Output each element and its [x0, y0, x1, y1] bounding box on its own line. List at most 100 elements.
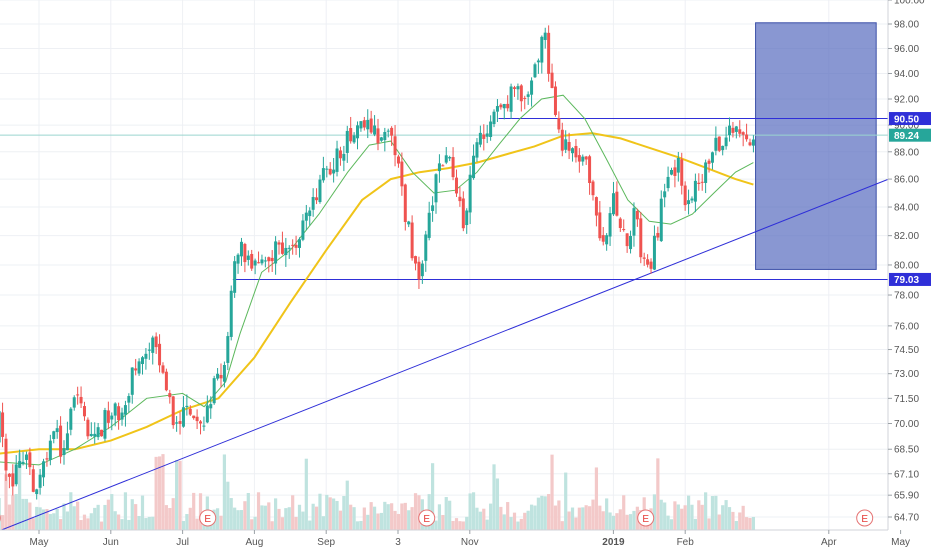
candle-body [499, 105, 502, 108]
volume-bar [434, 521, 437, 530]
volume-bar [492, 464, 495, 530]
volume-bar [745, 517, 748, 530]
price-tick-label: 80.00 [894, 260, 919, 271]
candle-body [4, 439, 7, 471]
volume-bar [397, 514, 400, 530]
volume-bar [219, 516, 222, 530]
candle-body [264, 260, 267, 261]
volume-bar [254, 517, 257, 530]
volume-bar [503, 514, 506, 530]
candle-body [144, 354, 147, 359]
candle-body [452, 157, 455, 177]
candle-body [643, 257, 646, 258]
candle-body [206, 405, 209, 422]
volume-bar [486, 520, 489, 530]
volume-bar [632, 511, 635, 530]
candle-body [568, 142, 571, 151]
volume-bar [704, 492, 707, 530]
candle-body [158, 344, 161, 365]
volume-bar [414, 493, 417, 530]
candle-body [257, 262, 260, 263]
candle-body [530, 80, 533, 94]
volume-bar [411, 507, 414, 530]
volume-bar [226, 482, 229, 530]
volume-bar [4, 474, 7, 530]
volume-bar [199, 493, 202, 530]
volume-bar [264, 506, 267, 530]
volume-bar [390, 503, 393, 530]
candle-body [100, 430, 103, 436]
candle-body [496, 106, 499, 112]
moving-average-fast [0, 95, 753, 465]
earnings-label: E [423, 514, 430, 525]
candle-body [438, 163, 441, 171]
time-tick-label: 2019 [602, 537, 625, 548]
volume-bar [56, 509, 59, 530]
price-tick-label: 68.50 [894, 445, 919, 456]
price-tick-label: 73.00 [894, 369, 919, 380]
candle-body [274, 241, 277, 263]
candle-body [284, 248, 287, 255]
volume-bar [725, 500, 728, 530]
candle-body [493, 112, 496, 124]
price-tick-label: 92.00 [894, 95, 919, 106]
candle-body [414, 256, 417, 263]
price-tick-label: 84.00 [894, 203, 919, 214]
candle-body [745, 134, 748, 139]
candle-body [353, 135, 356, 142]
candle-body [230, 291, 233, 337]
candle-body [356, 125, 359, 138]
candle-body [59, 426, 62, 457]
price-label-text: 79.03 [894, 275, 919, 286]
volume-bar [455, 518, 458, 530]
candle-body [735, 126, 738, 132]
candle-body [595, 197, 598, 215]
volume-bar [714, 496, 717, 530]
volume-bar [462, 521, 465, 530]
volume-bar [124, 492, 127, 530]
candle-body [554, 87, 557, 115]
candle-body [581, 157, 584, 162]
price-tick-label: 100.00 [894, 0, 925, 7]
candle-body [390, 128, 393, 136]
candle-body [697, 183, 700, 184]
candle-body [52, 431, 55, 439]
candle-body [93, 434, 96, 437]
volume-bar [363, 508, 366, 530]
volume-bar [62, 504, 65, 530]
candle-body [472, 156, 475, 178]
volume-bar [175, 460, 178, 530]
candle-body [342, 154, 345, 161]
candle-body [441, 165, 444, 166]
candle-body [694, 181, 697, 202]
candle-body [482, 134, 485, 139]
price-tick-label: 64.70 [894, 513, 919, 524]
candle-body [431, 205, 434, 211]
candle-body [479, 133, 482, 145]
volume-bar [257, 492, 260, 530]
candle-body [564, 139, 567, 150]
volume-bar [663, 502, 666, 530]
candle-body [397, 156, 400, 163]
candle-body [114, 403, 117, 415]
candle-body [533, 64, 536, 77]
volume-bar [448, 501, 451, 530]
candle-body [690, 199, 693, 201]
volume-bar [707, 518, 710, 530]
volume-bar [250, 519, 253, 530]
candle-body [25, 455, 28, 460]
volume-bar [301, 512, 304, 530]
volume-bar [322, 516, 325, 530]
candle-body [312, 197, 315, 210]
candle-body [141, 357, 144, 364]
volume-bar [626, 515, 629, 530]
candle-body [373, 125, 376, 134]
volume-bar [192, 493, 195, 530]
time-tick-label: Aug [246, 537, 264, 548]
candle-body [622, 229, 625, 230]
volume-bar [588, 506, 591, 530]
volume-bar [523, 513, 526, 530]
volume-bar [168, 508, 171, 530]
candle-body [370, 119, 373, 133]
candle-body [540, 37, 543, 63]
